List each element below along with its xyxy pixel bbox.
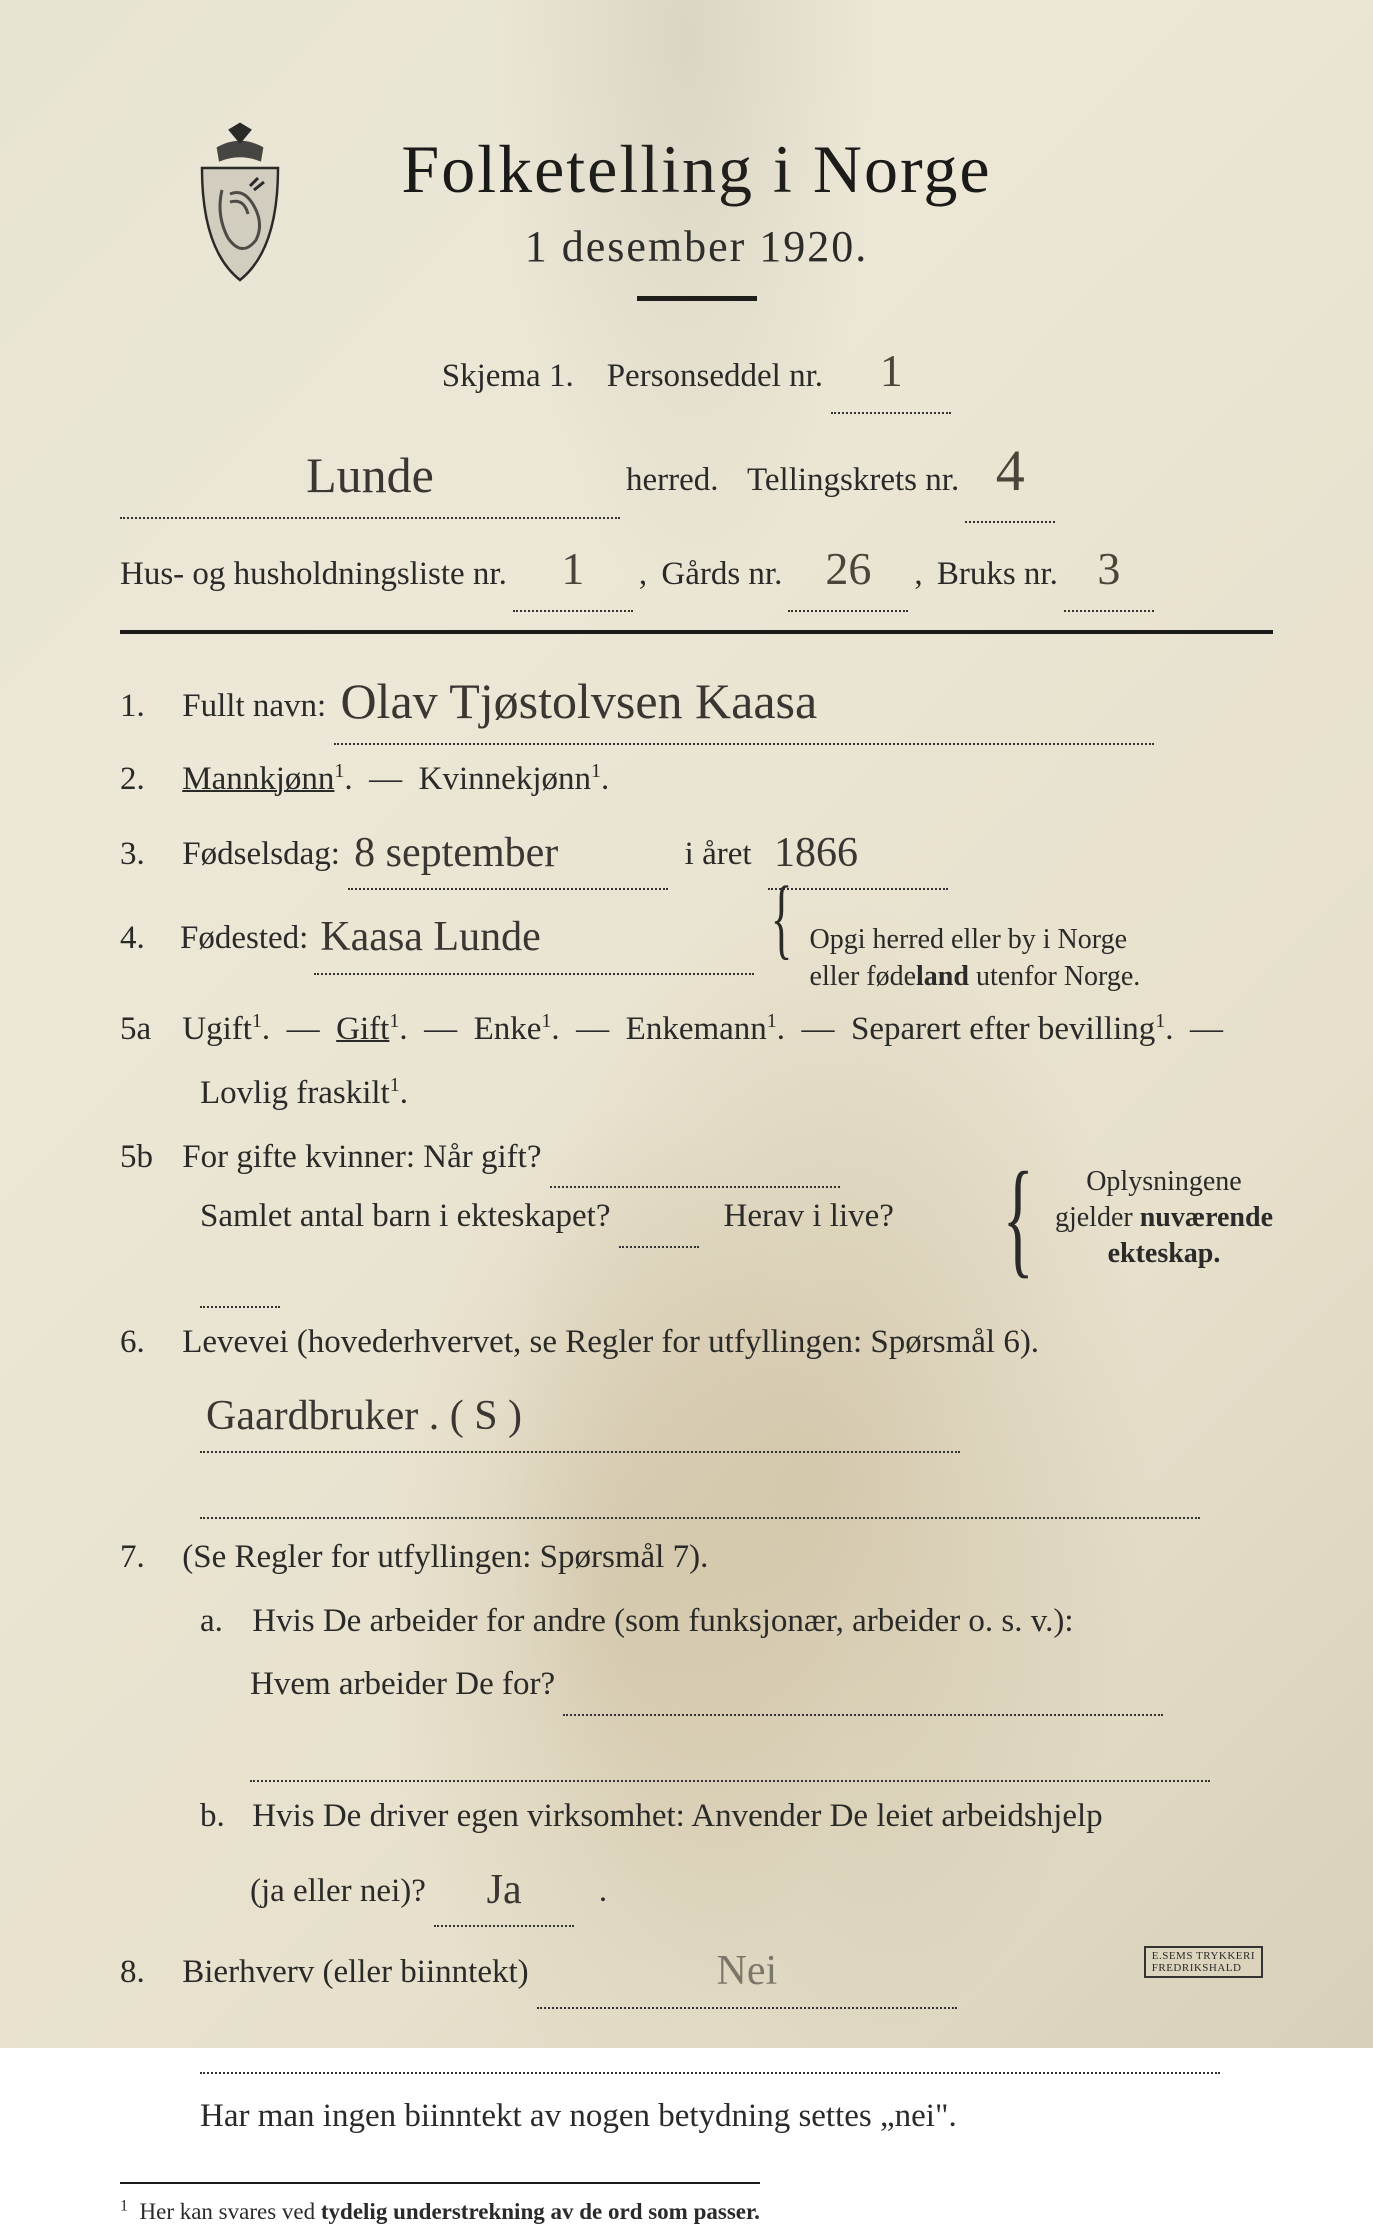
question-7: 7. (Se Regler for utfyllingen: Spørsmål … <box>120 1529 1273 1587</box>
q6-value: Gaardbruker . ( S ) <box>206 1393 522 1439</box>
q7b-num: b. <box>200 1788 244 1846</box>
bruks-label: Bruks nr. <box>937 546 1058 604</box>
meta-line-2: Lunde herred. Tellingskrets nr. 4 <box>120 420 1273 524</box>
q5b-q1: For gifte kvinner: Når gift? <box>182 1139 541 1175</box>
q7b-line2: (ja eller nei)? <box>250 1873 426 1909</box>
q3-year-label: i året <box>685 836 752 872</box>
question-7b: b. Hvis De driver egen virksomhet: Anven… <box>120 1788 1273 1846</box>
q5a-lovlig: Lovlig fraskilt <box>200 1075 390 1111</box>
q7-num: 7. <box>120 1529 174 1587</box>
question-6: 6. Levevei (hovederhvervet, se Regler fo… <box>120 1314 1273 1372</box>
q4-note: Opgi herred eller by i Norge eller fødel… <box>810 922 1141 995</box>
q5a-separert: Separert efter bevilling <box>851 1011 1155 1047</box>
q6-num: 6. <box>120 1314 174 1372</box>
q7a-line1: Hvis De arbeider for andre (som funksjon… <box>252 1603 1073 1639</box>
q2-mann: Mannkjønn <box>182 761 334 797</box>
bruks-nr: 3 <box>1097 543 1120 594</box>
meta-line-3: Hus- og husholdningsliste nr. 1 , Gårds … <box>120 529 1273 612</box>
tellingskrets-label: Tellingskrets nr. <box>747 452 959 510</box>
brace-icon: { <box>1002 1186 1033 1251</box>
q1-num: 1. <box>120 678 174 736</box>
gards-nr: 26 <box>825 543 871 594</box>
q7a-line2: Hvem arbeider De for? <box>250 1666 555 1702</box>
skjema-label: Skjema 1. <box>442 358 574 394</box>
q4-num: 4. <box>120 910 174 968</box>
q4-label: Fødested: <box>180 910 308 968</box>
question-4: 4. Fødested: Kaasa Lunde { Opgi herred e… <box>120 896 1273 995</box>
coat-of-arms-icon <box>180 120 300 290</box>
section-rule-1 <box>120 630 1273 634</box>
personseddel-nr: 1 <box>880 345 903 396</box>
q3-label: Fødselsdag: <box>182 836 340 872</box>
husliste-nr: 1 <box>561 543 584 594</box>
q7-label: (Se Regler for utfyllingen: Spørsmål 7). <box>182 1539 708 1575</box>
question-2: 2. Mannkjønn1. — Kvinnekjønn1. <box>120 751 1273 809</box>
q1-label: Fullt navn: <box>182 688 326 724</box>
closing-line: Har man ingen biinntekt av nogen betydni… <box>120 2088 1273 2146</box>
question-7a: a. Hvis De arbeider for andre (som funks… <box>120 1593 1273 1651</box>
q2-kvinne: Kvinnekjønn <box>419 761 591 797</box>
q1-value: Olav Tjøstolvsen Kaasa <box>340 673 817 729</box>
question-6-blank <box>120 1459 1273 1519</box>
personseddel-label: Personseddel nr. <box>607 358 823 394</box>
q5b-note: Oplysningene gjelder nuværende ekteskap. <box>1055 1164 1273 1273</box>
herred-value: Lunde <box>306 447 434 503</box>
document-page: Folketelling i Norge 1 desember 1920. Sk… <box>0 0 1373 2048</box>
q5b-num: 5b <box>120 1129 174 1187</box>
q7b-value: Ja <box>487 1867 522 1913</box>
q5a-ugift: Ugift <box>182 1011 252 1047</box>
closing-text: Har man ingen biinntekt av nogen betydni… <box>200 2098 957 2134</box>
q7b-line1: Hvis De driver egen virksomhet: Anvender… <box>252 1798 1102 1834</box>
q5a-enkemann: Enkemann <box>626 1011 767 1047</box>
footnote: 1 Her kan svares ved tydelig understrekn… <box>120 2182 760 2232</box>
meta-line-1: Skjema 1. Personseddel nr. 1 <box>120 331 1273 414</box>
question-3: 3. Fødselsdag: 8 september i året 1866 <box>120 815 1273 891</box>
question-7a-2: Hvem arbeider De for? <box>120 1656 1273 1716</box>
herred-label: herred. <box>626 452 719 510</box>
question-7a-blank <box>120 1722 1273 1782</box>
q3-num: 3. <box>120 826 174 884</box>
q5a-enke: Enke <box>474 1011 542 1047</box>
q3-day: 8 september <box>354 830 558 876</box>
question-5b: 5b For gifte kvinner: Når gift? Samlet a… <box>120 1129 1273 1308</box>
tellingskrets-nr: 4 <box>996 438 1025 503</box>
q7a-num: a. <box>200 1593 244 1651</box>
printer-mark: E.SEMS TRYKKERI FREDRIKSHALD <box>1144 1946 1263 1978</box>
question-1: 1. Fullt navn: Olav Tjøstolvsen Kaasa <box>120 656 1273 746</box>
title-underline <box>637 296 757 301</box>
q8-label: Bierhverv (eller biinntekt) <box>182 1954 528 1990</box>
question-5a: 5a Ugift1. — Gift1. — Enke1. — Enkemann1… <box>120 1001 1273 1059</box>
q5a-gift: Gift <box>336 1011 389 1047</box>
gards-label: Gårds nr. <box>661 546 782 604</box>
q5b-q3: Herav i live? <box>724 1198 894 1234</box>
question-6-value: Gaardbruker . ( S ) <box>120 1378 1273 1454</box>
q2-num: 2. <box>120 751 174 809</box>
q6-label: Levevei (hovederhvervet, se Regler for u… <box>182 1324 1039 1360</box>
question-8: 8. Bierhverv (eller biinntekt) Nei <box>120 1933 1273 2009</box>
q8-value: Nei <box>717 1948 778 1994</box>
q4-value: Kaasa Lunde <box>320 914 540 960</box>
question-5a-cont: Lovlig fraskilt1. <box>120 1065 1273 1123</box>
brace-icon: { <box>771 896 793 941</box>
q8-num: 8. <box>120 1944 174 2002</box>
q5a-num: 5a <box>120 1001 174 1059</box>
question-8-blank <box>120 2015 1273 2075</box>
husliste-label: Hus- og husholdningsliste nr. <box>120 546 507 604</box>
question-7b-2: (ja eller nei)? Ja . <box>120 1852 1273 1928</box>
q5b-q2: Samlet antal barn i ekteskapet? <box>200 1198 611 1234</box>
